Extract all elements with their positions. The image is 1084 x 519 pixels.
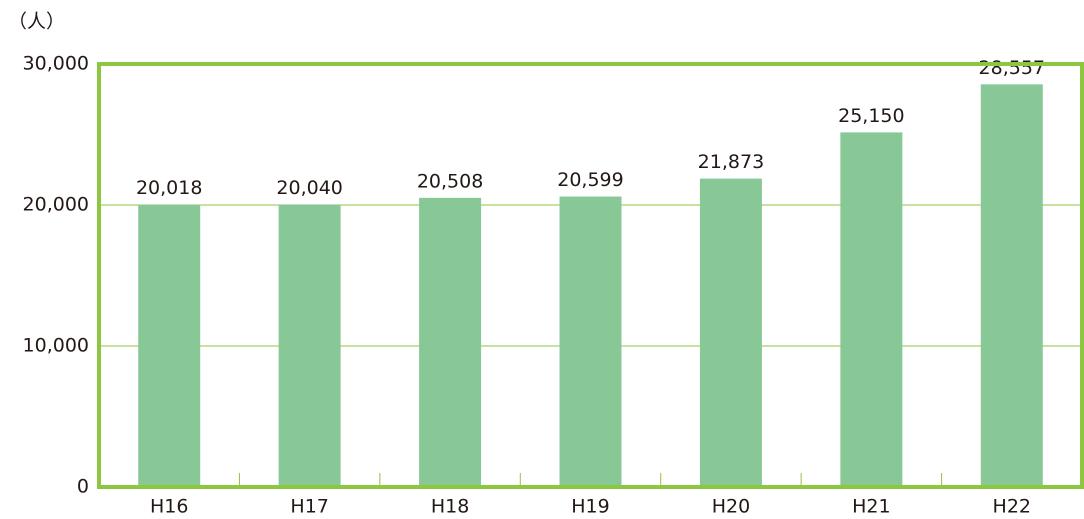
y-tick-label: 0: [77, 476, 89, 498]
bar: [138, 204, 201, 487]
bar: [840, 132, 903, 487]
y-tick-label: 30,000: [23, 53, 89, 75]
data-label: 20,508: [417, 170, 483, 192]
bar: [419, 197, 482, 487]
x-tick-label: H18: [431, 496, 469, 518]
x-tick-label: H22: [993, 496, 1031, 518]
bar: [278, 204, 341, 487]
data-label: 20,018: [136, 177, 202, 199]
bar: [699, 178, 762, 487]
y-tick-label: 20,000: [23, 194, 89, 216]
data-label: 21,873: [698, 151, 764, 173]
data-label: 20,040: [276, 177, 342, 199]
x-tick-label: H19: [571, 496, 609, 518]
y-tick-label: 10,000: [23, 335, 89, 357]
data-label: 20,599: [557, 169, 623, 191]
x-tick-label: H21: [852, 496, 890, 518]
x-tick-label: H17: [290, 496, 328, 518]
x-tick-label: H20: [712, 496, 750, 518]
plot-frame: [97, 62, 1084, 489]
unit-label: （人）: [8, 11, 65, 33]
bar: [559, 196, 622, 488]
bar: [980, 84, 1043, 487]
data-label: 25,150: [838, 105, 904, 127]
data-label: 28,557: [979, 57, 1045, 79]
x-tick-label: H16: [150, 496, 188, 518]
